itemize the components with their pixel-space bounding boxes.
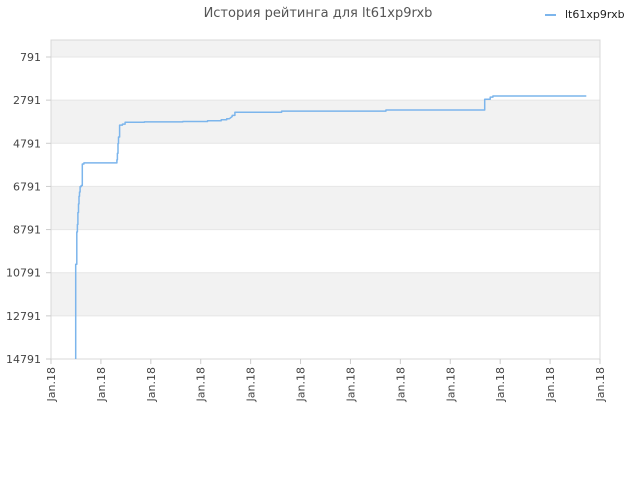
series-lines — [74, 95, 587, 359]
plot-band — [51, 40, 600, 57]
x-axis: Jan.18 Jan.18 Jan.18 Jan.18 Jan.18 Jan.18 Jan.… — [45, 359, 607, 402]
x-tick-label: Jan.18 — [295, 367, 308, 402]
y-tick-label: 4791 — [13, 137, 41, 150]
x-tick-label: Jan.18 — [494, 367, 507, 402]
x-tick-label: Jan.18 — [394, 367, 407, 402]
y-axis: 791 2791 4791 6791 8791 10791 12791 14791 — [6, 51, 51, 366]
y-tick-label: 8791 — [13, 224, 41, 237]
y-tick-label: 10791 — [6, 267, 41, 280]
y-tick-label: 6791 — [13, 180, 41, 193]
chart-title: История рейтинга для lt61xp9rxb — [204, 6, 433, 21]
x-tick-label: Jan.18 — [195, 367, 208, 402]
plot-band — [51, 186, 600, 230]
y-tick-label: 14791 — [6, 353, 41, 366]
x-tick-label: Jan.18 — [594, 367, 607, 402]
legend[interactable]: lt61xp9rxb — [545, 8, 625, 21]
x-tick-label: Jan.18 — [544, 367, 557, 402]
x-tick-label: Jan.18 — [45, 367, 58, 402]
plot-area — [50, 39, 601, 360]
y-tick-label: 2791 — [13, 94, 41, 107]
x-tick-label: Jan.18 — [95, 367, 108, 402]
y-tick-label: 12791 — [6, 310, 41, 323]
legend-label: lt61xp9rxb — [565, 8, 625, 21]
x-tick-label: Jan.18 — [145, 367, 158, 402]
series-line-lt61xp9rxb — [74, 95, 587, 359]
y-tick-label: 791 — [20, 51, 41, 64]
plot-bands — [51, 40, 600, 316]
x-tick-label: Jan.18 — [245, 367, 258, 402]
plot-band — [51, 272, 600, 316]
x-tick-label: Jan.18 — [444, 367, 457, 402]
x-tick-label: Jan.18 — [344, 367, 357, 402]
